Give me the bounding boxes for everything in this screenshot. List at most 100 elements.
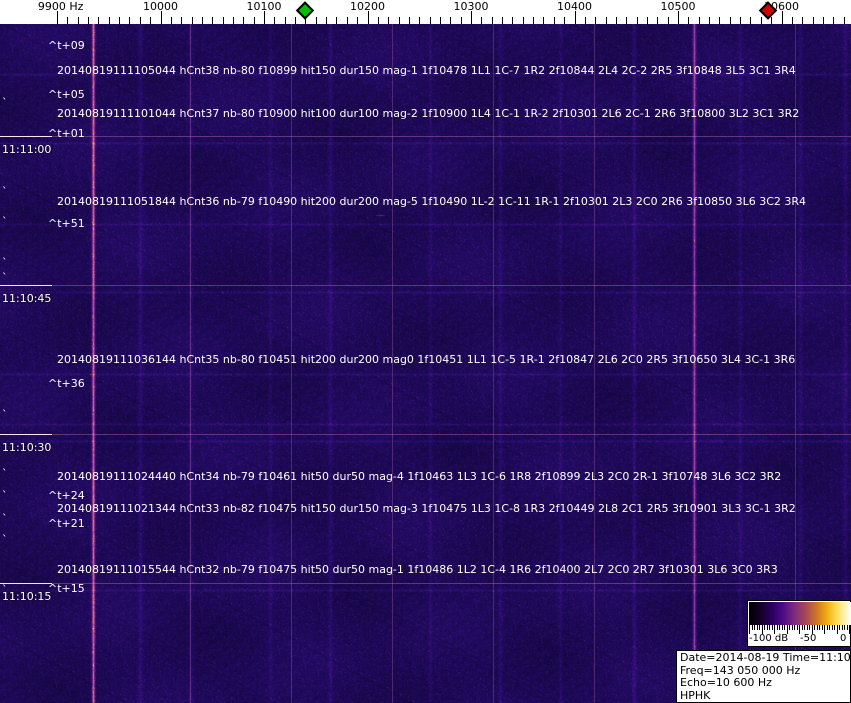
- freq-tick-minor: [626, 17, 628, 24]
- freq-tick-minor: [533, 17, 535, 24]
- time-axis-label-3: 11:10:15: [2, 590, 52, 603]
- minor-time-tick: `: [2, 512, 8, 525]
- freq-tick-minor: [284, 17, 286, 24]
- minor-time-tick: `: [2, 489, 8, 502]
- freq-tick-minor: [543, 17, 545, 24]
- minor-time-tick: `: [2, 271, 8, 284]
- freq-tick-minor: [439, 17, 441, 24]
- freq-tick-minor: [812, 17, 814, 24]
- freq-tick-minor: [595, 17, 597, 24]
- detection-line-hcnt36: 20140819111051844 hCnt36 nb-79 f10490 hi…: [57, 195, 807, 208]
- freq-tick-minor: [760, 17, 762, 24]
- freq-tick-minor: [346, 17, 348, 24]
- freq-tick-minor: [357, 17, 359, 24]
- detection-line-hcnt35: 20140819111036144 hCnt35 nb-80 f10451 hi…: [57, 353, 796, 366]
- time-axis-rule: [0, 136, 52, 137]
- green-marker[interactable]: [296, 1, 315, 20]
- time-axis-rule: [0, 434, 52, 435]
- colorbar-label-0: -100 dB: [749, 633, 789, 644]
- colorbar-tick: [751, 625, 753, 630]
- colorbar-tick: [771, 625, 773, 630]
- freq-tick-major: [57, 11, 58, 24]
- freq-tick-minor: [88, 17, 90, 24]
- freq-tick-minor: [605, 17, 607, 24]
- colorbar-tick: [754, 625, 755, 630]
- info-echo: Echo=10 600 Hz: [680, 676, 772, 689]
- info-date-time: Date=2014-08-19 Time=11:10 UTC: [680, 651, 851, 664]
- freq-tick-minor: [253, 17, 255, 24]
- freq-tick-minor: [740, 17, 742, 24]
- freq-tick-minor: [833, 17, 835, 24]
- freq-tick-minor: [512, 17, 514, 24]
- freq-tick-label-10400: 10400: [557, 0, 592, 13]
- freq-tick-minor: [771, 17, 773, 24]
- freq-tick-minor: [388, 17, 390, 24]
- colorbar-gradient: [749, 602, 851, 625]
- freq-tick-minor: [564, 17, 566, 24]
- info-frequency: Freq=143 050 000 Hz: [680, 663, 801, 677]
- minor-time-tick: `: [2, 533, 8, 546]
- colorbar-tick: [839, 625, 840, 630]
- freq-tick-minor: [419, 17, 421, 24]
- time-offset-marker-0: ^t+09: [48, 39, 85, 52]
- detection-line-hcnt37: 20140819111101044 hCnt37 nb-80 f10900 hi…: [57, 107, 800, 120]
- info-box: Date=2014-08-19 Time=11:10 UTC Freq=143 …: [676, 650, 851, 703]
- minor-time-tick: `: [2, 408, 8, 421]
- freq-tick-major: [367, 11, 369, 24]
- colorbar-tick: [804, 625, 805, 630]
- freq-tick-label-10000: 10000: [143, 0, 178, 13]
- freq-tick-minor: [791, 17, 793, 24]
- freq-tick-minor: [709, 17, 711, 24]
- colorbar-tick: [764, 625, 765, 630]
- colorbar-tick: [759, 625, 760, 630]
- freq-tick-major: [471, 11, 472, 24]
- freq-tick-major: [574, 11, 576, 24]
- freq-tick-minor: [243, 17, 245, 24]
- spectrogram-panel[interactable]: [0, 24, 851, 703]
- colorbar-tick: [849, 625, 850, 634]
- colorbar-tick: [844, 625, 845, 630]
- minor-time-tick: `: [2, 583, 8, 596]
- freq-tick-minor: [336, 17, 338, 24]
- colorbar-tick: [786, 625, 788, 634]
- freq-tick-minor: [491, 17, 493, 24]
- colorbar-tick: [756, 625, 758, 630]
- freq-tick-label-10500: 10500: [660, 0, 696, 13]
- info-station: HPHK: [680, 688, 711, 702]
- freq-tick-minor: [108, 17, 110, 24]
- freq-tick-minor: [636, 17, 638, 24]
- freq-tick-minor: [615, 17, 617, 24]
- spectrogram-canvas[interactable]: [0, 24, 851, 703]
- freq-tick-minor: [77, 17, 79, 24]
- colorbar-tick: [769, 625, 770, 630]
- freq-tick-minor: [232, 17, 234, 24]
- frequency-axis: 9900 Hz 10000 10100 10200 10300 10400 10500 106…: [0, 0, 851, 24]
- freq-tick-minor: [326, 17, 328, 24]
- freq-tick-minor: [67, 17, 69, 24]
- freq-tick-minor: [450, 17, 452, 24]
- time-offset-marker-6: ^t+21: [48, 517, 85, 530]
- freq-tick-major: [781, 11, 783, 24]
- freq-tick-minor: [429, 17, 431, 24]
- time-axis-rule: [0, 285, 52, 286]
- vertical-gridline: [190, 24, 191, 703]
- colorbar-tick: [816, 625, 818, 630]
- time-offset-marker-4: ^t+36: [48, 377, 85, 390]
- colorbar-tick: [814, 625, 815, 630]
- time-gridline: [0, 285, 851, 286]
- freq-tick-minor: [129, 17, 131, 24]
- colorbar-tick: [799, 625, 800, 634]
- colorbar-tick: [834, 625, 835, 630]
- freq-tick-minor: [274, 17, 276, 24]
- freq-tick-minor: [750, 17, 752, 24]
- colorbar-tick: [831, 625, 833, 630]
- time-gridline: [0, 434, 851, 435]
- freq-tick-minor: [98, 17, 100, 24]
- freq-tick-minor: [398, 17, 400, 24]
- colorbar-label-2: 0: [840, 633, 847, 644]
- vertical-gridline: [795, 24, 796, 703]
- vertical-gridline: [291, 24, 292, 703]
- colorbar-tick: [796, 625, 798, 630]
- freq-tick-minor: [191, 17, 193, 24]
- freq-tick-minor: [502, 17, 504, 24]
